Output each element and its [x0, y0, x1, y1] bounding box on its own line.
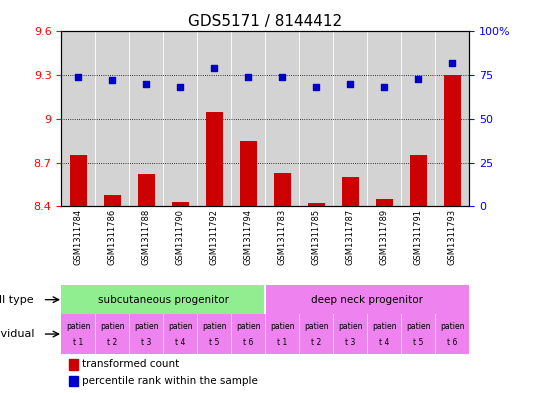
Text: patien: patien: [134, 323, 158, 331]
FancyBboxPatch shape: [265, 31, 299, 206]
Bar: [138, 174, 155, 206]
Text: t 4: t 4: [175, 338, 185, 347]
Text: t 5: t 5: [413, 338, 423, 347]
Bar: [376, 199, 393, 206]
Point: [142, 81, 150, 87]
Text: patien: patien: [66, 323, 91, 331]
Text: cell type: cell type: [0, 295, 34, 305]
Title: GDS5171 / 8144412: GDS5171 / 8144412: [188, 14, 342, 29]
Text: percentile rank within the sample: percentile rank within the sample: [83, 376, 259, 386]
Point: [380, 84, 389, 90]
Text: t 3: t 3: [345, 338, 356, 347]
Text: patien: patien: [202, 323, 227, 331]
FancyBboxPatch shape: [95, 31, 129, 206]
Point: [244, 74, 253, 80]
FancyBboxPatch shape: [333, 31, 367, 206]
Point: [176, 84, 184, 90]
Bar: [61, 314, 95, 354]
Bar: [308, 204, 325, 206]
Text: t 4: t 4: [379, 338, 389, 347]
Bar: [104, 195, 121, 206]
Point: [210, 65, 219, 71]
Text: patien: patien: [304, 323, 328, 331]
Point: [312, 84, 320, 90]
Text: t 5: t 5: [209, 338, 220, 347]
FancyBboxPatch shape: [163, 31, 197, 206]
Bar: [95, 314, 129, 354]
Text: patien: patien: [372, 323, 397, 331]
Bar: [299, 314, 333, 354]
Text: t 3: t 3: [141, 338, 151, 347]
Bar: [333, 314, 367, 354]
Text: patien: patien: [236, 323, 261, 331]
Point: [448, 60, 456, 66]
Bar: [435, 314, 469, 354]
FancyBboxPatch shape: [401, 31, 435, 206]
Point: [74, 74, 83, 80]
Bar: [197, 314, 231, 354]
Bar: [401, 314, 435, 354]
FancyBboxPatch shape: [129, 31, 163, 206]
Bar: [265, 285, 469, 314]
Text: t 6: t 6: [447, 338, 457, 347]
Text: t 2: t 2: [311, 338, 321, 347]
Text: individual: individual: [0, 329, 34, 339]
FancyBboxPatch shape: [231, 31, 265, 206]
Text: patien: patien: [338, 323, 362, 331]
FancyBboxPatch shape: [299, 31, 333, 206]
Text: t 6: t 6: [243, 338, 253, 347]
Bar: [206, 112, 223, 206]
Text: patien: patien: [100, 323, 125, 331]
Bar: [231, 314, 265, 354]
Bar: [265, 314, 299, 354]
Text: patien: patien: [270, 323, 294, 331]
Bar: [70, 155, 87, 206]
Text: t 1: t 1: [73, 338, 83, 347]
Bar: [409, 155, 426, 206]
FancyBboxPatch shape: [367, 31, 401, 206]
Point: [414, 75, 422, 82]
Text: subcutaneous progenitor: subcutaneous progenitor: [98, 295, 229, 305]
FancyBboxPatch shape: [197, 31, 231, 206]
Point: [346, 81, 354, 87]
Bar: [69, 359, 78, 369]
Text: deep neck progenitor: deep neck progenitor: [311, 295, 423, 305]
Text: transformed count: transformed count: [83, 359, 180, 369]
Point: [278, 74, 286, 80]
Bar: [163, 314, 197, 354]
Bar: [443, 75, 461, 206]
FancyBboxPatch shape: [435, 31, 469, 206]
Bar: [342, 177, 359, 206]
Text: patien: patien: [440, 323, 464, 331]
Bar: [172, 202, 189, 206]
Text: patien: patien: [168, 323, 192, 331]
Bar: [129, 314, 163, 354]
FancyBboxPatch shape: [61, 31, 95, 206]
Text: t 2: t 2: [107, 338, 117, 347]
Bar: [240, 141, 257, 206]
Text: patien: patien: [406, 323, 430, 331]
Point: [108, 77, 117, 84]
Bar: [61, 285, 265, 314]
Text: t 1: t 1: [277, 338, 287, 347]
Bar: [367, 314, 401, 354]
Bar: [273, 173, 290, 206]
Bar: [69, 376, 78, 386]
